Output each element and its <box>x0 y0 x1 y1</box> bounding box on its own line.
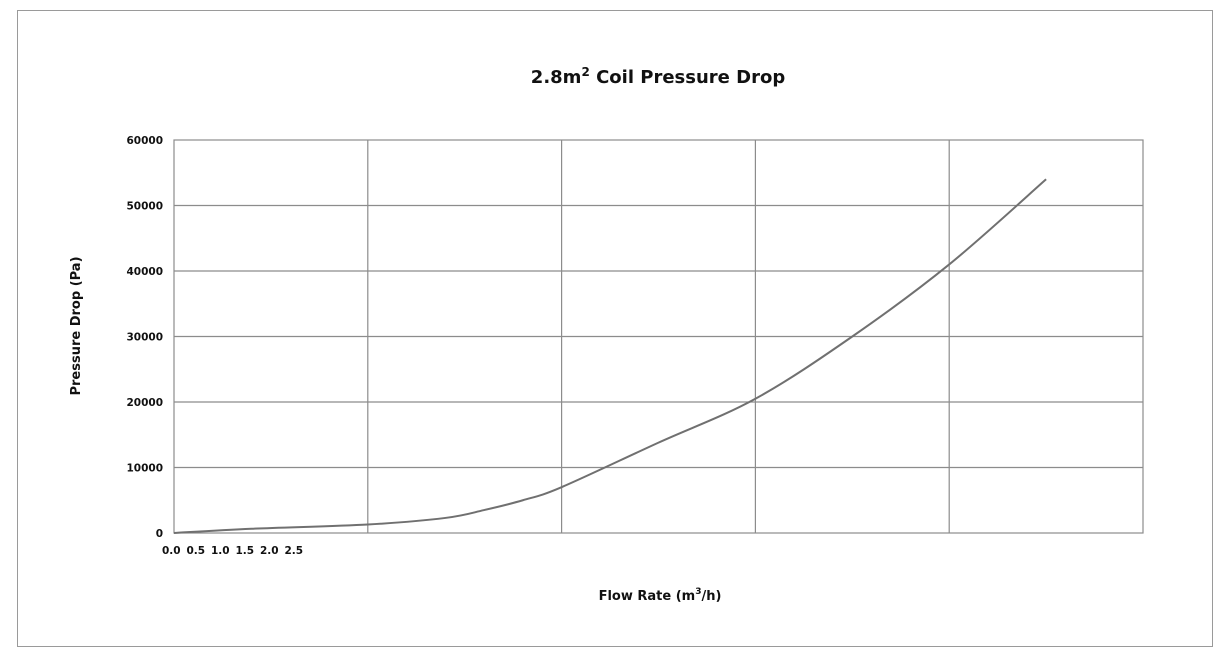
x-tick-label: 1.0 <box>211 545 230 557</box>
y-tick-label: 20000 <box>126 397 163 409</box>
x-axis-label: Flow Rate (m3/h) <box>599 587 722 604</box>
x-tick-label: 2.0 <box>260 545 279 557</box>
tick-labels: 0 10000 20000 30000 40000 50000 60000 0.0 0.5 1.0… <box>126 135 303 557</box>
y-tick-label: 50000 <box>126 201 163 213</box>
x-tick-label: 0.0 <box>162 545 181 557</box>
y-tick-label: 0 <box>156 528 163 540</box>
y-tick-label: 40000 <box>126 266 163 278</box>
chart-title: 2.8m2 Coil Pressure Drop <box>531 65 786 88</box>
x-tick-label: 2.5 <box>285 545 304 557</box>
y-axis-label: Pressure Drop (Pa) <box>69 256 84 395</box>
y-tick-label: 60000 <box>126 135 163 147</box>
grid <box>173 139 1144 534</box>
y-tick-label: 10000 <box>126 463 163 475</box>
chart-frame <box>17 10 1213 647</box>
pressure-drop-line <box>173 178 1047 534</box>
series-layer <box>173 178 1047 534</box>
x-tick-label: 1.5 <box>236 545 255 557</box>
x-tick-label: 0.5 <box>187 545 206 557</box>
y-tick-label: 30000 <box>126 332 163 344</box>
